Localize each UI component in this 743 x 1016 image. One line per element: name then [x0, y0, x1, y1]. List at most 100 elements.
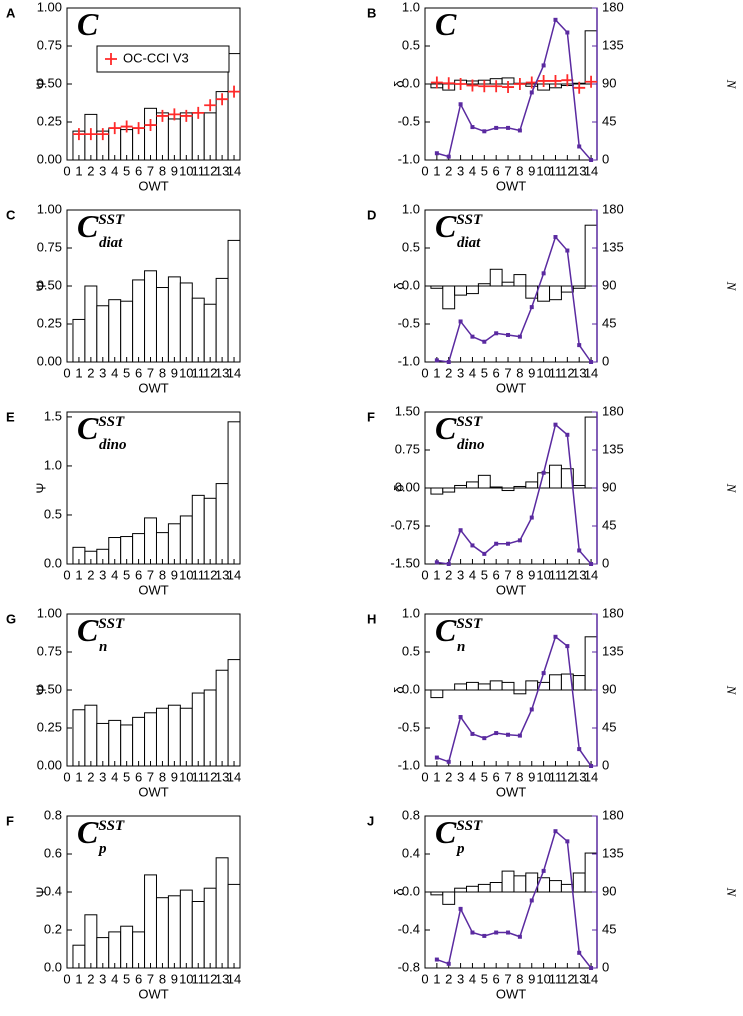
cross-marker [228, 85, 241, 98]
bar [525, 680, 539, 691]
x-tick-label: 2 [87, 971, 94, 986]
n-marker [494, 541, 499, 546]
y-axis-label: Ψ [33, 483, 48, 494]
y2-axis-label: N [724, 79, 739, 90]
bar [167, 704, 181, 767]
x-tick-label: 14 [227, 769, 241, 784]
x-tick-label: 4 [469, 567, 476, 582]
y-axis-label: Ψ [33, 281, 48, 292]
y-tick-label: -0.4 [398, 921, 420, 936]
bar [549, 285, 562, 301]
x-tick-label: 3 [99, 769, 106, 784]
x-tick-label: 2 [87, 567, 94, 582]
cross-marker [549, 74, 562, 87]
title-sup: SST [456, 616, 483, 632]
x-axis-label: OWT [496, 380, 526, 395]
x-tick-label: 14 [584, 365, 598, 380]
y-tick-label: -0.5 [398, 719, 420, 734]
x-tick-label: 10 [179, 163, 193, 178]
x-tick-label: 6 [135, 971, 142, 986]
title-sub: n [99, 639, 107, 655]
n-marker [565, 432, 570, 437]
panel-title: CSST p [435, 814, 483, 857]
bar [203, 689, 217, 767]
x-tick-label: 8 [159, 567, 166, 582]
x-tick-label: 5 [481, 365, 488, 380]
n-marker [434, 957, 439, 962]
n-marker [541, 470, 546, 475]
y2-tick-label: 135 [602, 643, 624, 658]
cross-marker [490, 80, 503, 93]
n-marker [482, 129, 487, 134]
n-marker [458, 102, 463, 107]
bar [525, 481, 539, 489]
x-tick-label: 8 [516, 365, 523, 380]
x-axis-label: OWT [496, 986, 526, 1001]
title-main: C [77, 208, 99, 244]
bar [466, 481, 479, 489]
bar [227, 883, 241, 969]
panel-title: C [77, 6, 99, 42]
x-tick-label: 1 [75, 769, 82, 784]
n-marker [434, 358, 439, 363]
bar [155, 897, 169, 969]
title-sup: SST [98, 616, 125, 632]
x-tick-label: 6 [493, 567, 500, 582]
bar [477, 883, 491, 893]
x-axis-label: OWT [496, 784, 526, 799]
y-tick-label: 1.0 [44, 457, 62, 472]
n-marker [541, 271, 546, 276]
bar [203, 303, 217, 363]
x-tick-label: 12 [203, 971, 217, 986]
bar [144, 712, 157, 767]
x-tick-label: 11 [191, 567, 205, 582]
panel-label: C [6, 207, 16, 222]
x-tick-label: 3 [457, 365, 464, 380]
legend-marker [105, 53, 117, 65]
x-tick-label: 4 [111, 163, 118, 178]
y-axis-label: δ [391, 80, 406, 87]
panel-label: F [6, 813, 14, 828]
panel-title: CSST dino [435, 410, 485, 453]
n-marker [494, 930, 499, 935]
y2-tick-label: 180 [602, 807, 624, 822]
legend-label: OC-CCI V3 [123, 50, 189, 65]
y-tick-label: -0.5 [398, 315, 420, 330]
x-tick-label: 11 [549, 567, 563, 582]
title-main: C [435, 410, 457, 446]
x-tick-label: 7 [147, 971, 154, 986]
x-tick-label: 9 [171, 365, 178, 380]
n-marker [517, 128, 522, 133]
bar [501, 870, 515, 893]
bar [572, 675, 586, 691]
x-tick-label: 9 [171, 163, 178, 178]
x-tick-label: 8 [159, 769, 166, 784]
n-marker [446, 154, 451, 159]
x-tick-label: 4 [469, 971, 476, 986]
bar [454, 683, 468, 691]
bar [584, 224, 598, 287]
x-tick-label: 9 [171, 971, 178, 986]
y-tick-label: 0.00 [37, 151, 62, 166]
x-tick-label: 8 [516, 769, 523, 784]
y-axis-label: Ψ [33, 685, 48, 696]
x-tick-label: 6 [135, 365, 142, 380]
bar [430, 487, 444, 495]
bar [584, 416, 598, 489]
bar [442, 487, 456, 493]
n-marker [577, 747, 582, 752]
x-tick-label: 3 [99, 971, 106, 986]
n-marker [470, 125, 475, 130]
y-tick-label: 0.0 [402, 75, 420, 90]
x-tick-label: 5 [481, 971, 488, 986]
y-tick-label: 0.50 [37, 75, 62, 90]
x-tick-label: 0 [421, 769, 428, 784]
bar [155, 287, 169, 363]
y-tick-label: -1.0 [398, 353, 420, 368]
x-tick-label: 2 [87, 769, 94, 784]
